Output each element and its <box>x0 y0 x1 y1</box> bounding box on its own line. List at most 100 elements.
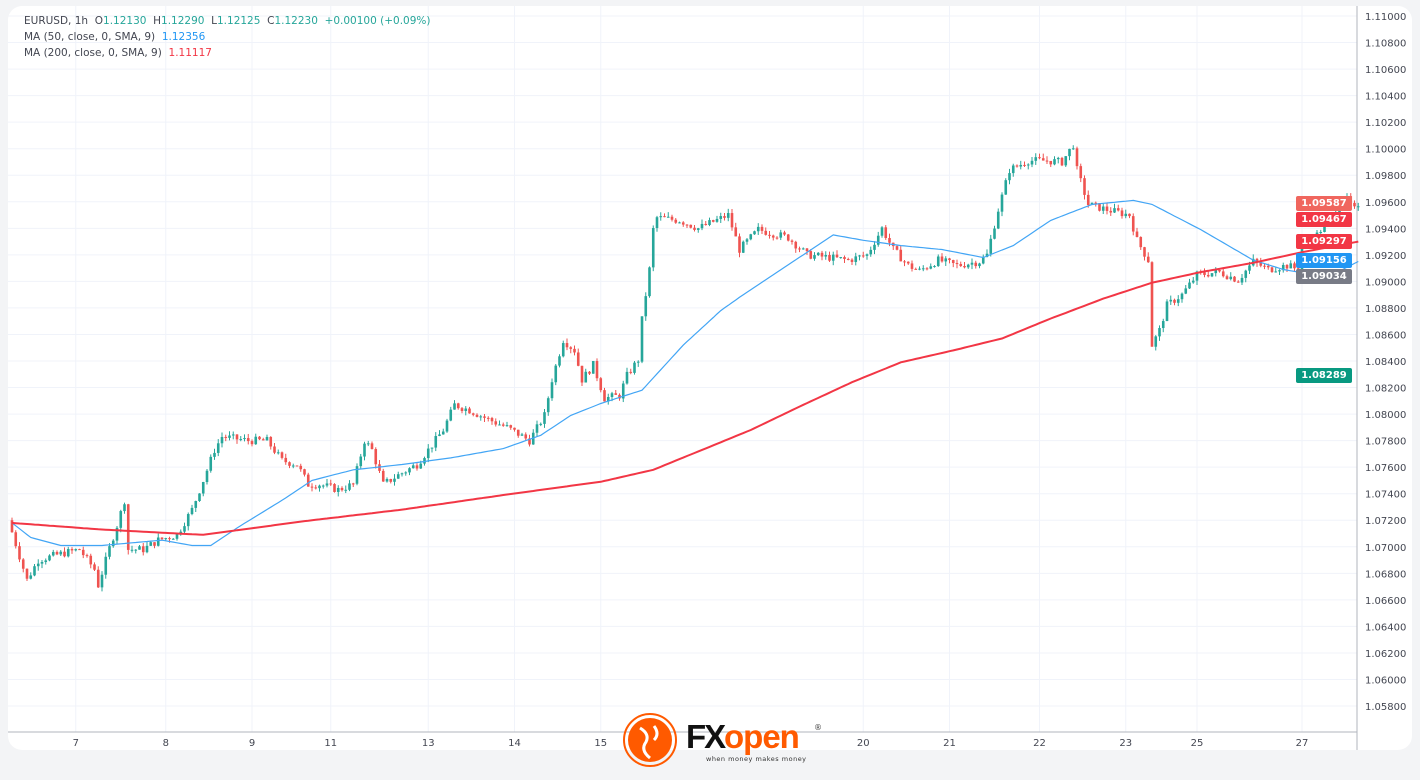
candle-body <box>1113 208 1116 213</box>
candle-body <box>93 564 96 570</box>
y-tick-label: 1.09400 <box>1365 224 1406 235</box>
candle-body <box>854 256 858 262</box>
candle-body <box>25 568 29 579</box>
x-tick-label: 11 <box>324 738 337 749</box>
svg-text:open: open <box>724 718 799 755</box>
candle-body <box>580 365 584 383</box>
candle-body <box>490 418 494 422</box>
candle-body <box>591 361 595 374</box>
candle-body <box>295 465 299 467</box>
candle-body <box>963 266 966 268</box>
x-tick-label: 21 <box>943 738 956 749</box>
ma200-legend[interactable]: MA (200, close, 0, SMA, 9) 1.11117 <box>24 47 212 59</box>
candle-body <box>948 258 951 261</box>
candle-body <box>573 348 576 353</box>
ma50-value: 1.12356 <box>161 31 206 43</box>
candle-body <box>430 447 434 449</box>
candle-body <box>333 484 336 492</box>
candle-body <box>201 481 205 494</box>
candle-body <box>543 412 546 424</box>
candle-body <box>426 448 430 459</box>
candle-body <box>479 416 483 418</box>
candle-body <box>1319 231 1323 233</box>
candle-body <box>1008 173 1011 181</box>
candle-body <box>254 436 258 445</box>
candle-body <box>325 483 329 486</box>
candle-body <box>764 230 768 235</box>
x-tick-label: 23 <box>1119 738 1132 749</box>
price-badge: 1.08289 <box>1296 368 1352 384</box>
symbol-label[interactable]: EURUSD, 1h <box>24 15 89 27</box>
candle-body <box>959 264 963 267</box>
candle-body <box>835 254 839 258</box>
ma50-legend[interactable]: MA (50, close, 0, SMA, 9) 1.12356 <box>24 31 205 43</box>
candle-body <box>389 479 393 482</box>
candle-body <box>265 436 269 441</box>
candle-body <box>618 394 621 399</box>
candle-body <box>794 241 798 249</box>
x-tick-label: 25 <box>1191 738 1204 749</box>
candle-body <box>441 431 445 435</box>
candle-body <box>535 424 539 433</box>
candle-body <box>1041 158 1045 161</box>
candle-body <box>419 463 423 469</box>
candle-body <box>659 216 663 218</box>
candle-body <box>880 227 884 236</box>
y-tick-label: 1.08400 <box>1365 357 1406 368</box>
candle-body <box>209 456 213 471</box>
y-tick-label: 1.06000 <box>1365 675 1406 686</box>
candle-body <box>205 470 209 482</box>
candle-body <box>134 549 138 551</box>
svg-text:FX: FX <box>686 718 726 755</box>
candle-body <box>1173 299 1176 303</box>
candle-body <box>513 427 516 430</box>
price-chart[interactable]: 1.11000 1.10800 1.10600 1.10400 1.10200 1.100… <box>8 6 1412 750</box>
candle-body <box>831 254 835 261</box>
candle-body <box>546 398 550 413</box>
candle-body <box>1150 262 1154 347</box>
candle-body <box>1184 288 1188 294</box>
candle-body <box>723 216 726 218</box>
candle-body <box>220 436 224 444</box>
candle-body <box>610 393 614 397</box>
candle-body <box>228 435 231 438</box>
candle-body <box>528 438 531 445</box>
candle-body <box>336 487 340 492</box>
price-badge: 1.09467 <box>1296 212 1352 227</box>
candle-body <box>756 226 760 232</box>
candle-body <box>1075 148 1079 167</box>
candle-body <box>1206 274 1210 277</box>
candle-body <box>700 223 704 229</box>
candle-body <box>1135 231 1139 238</box>
high-value: 1.12290 <box>161 15 205 27</box>
candle-body <box>1120 210 1124 217</box>
candle-body <box>269 436 273 447</box>
candle-body <box>246 438 250 442</box>
svg-text:®: ® <box>814 723 822 732</box>
y-tick-label: 1.10000 <box>1365 145 1406 156</box>
candle-body <box>509 425 513 428</box>
candle-body <box>404 472 408 474</box>
candle-body <box>843 257 846 259</box>
candle-body <box>966 264 970 268</box>
candle-body <box>925 268 929 270</box>
candle-body <box>974 262 978 267</box>
candle-body <box>978 263 981 267</box>
candle-body <box>1255 258 1259 263</box>
candle-body <box>284 457 288 463</box>
candle-body <box>595 361 599 379</box>
candle-body <box>190 507 194 515</box>
candle-body <box>1165 301 1169 322</box>
candle-body <box>123 504 126 512</box>
candle-body <box>614 393 618 395</box>
candle-body <box>981 256 985 264</box>
candle-body <box>599 378 603 391</box>
candle-body <box>861 255 865 257</box>
candle-body <box>44 560 48 563</box>
candle-body <box>321 485 325 487</box>
candle-body <box>1158 328 1161 337</box>
candle-body <box>1011 165 1015 174</box>
candle-body <box>498 424 501 426</box>
candle-body <box>314 487 318 489</box>
y-tick-label: 1.07800 <box>1365 437 1406 448</box>
